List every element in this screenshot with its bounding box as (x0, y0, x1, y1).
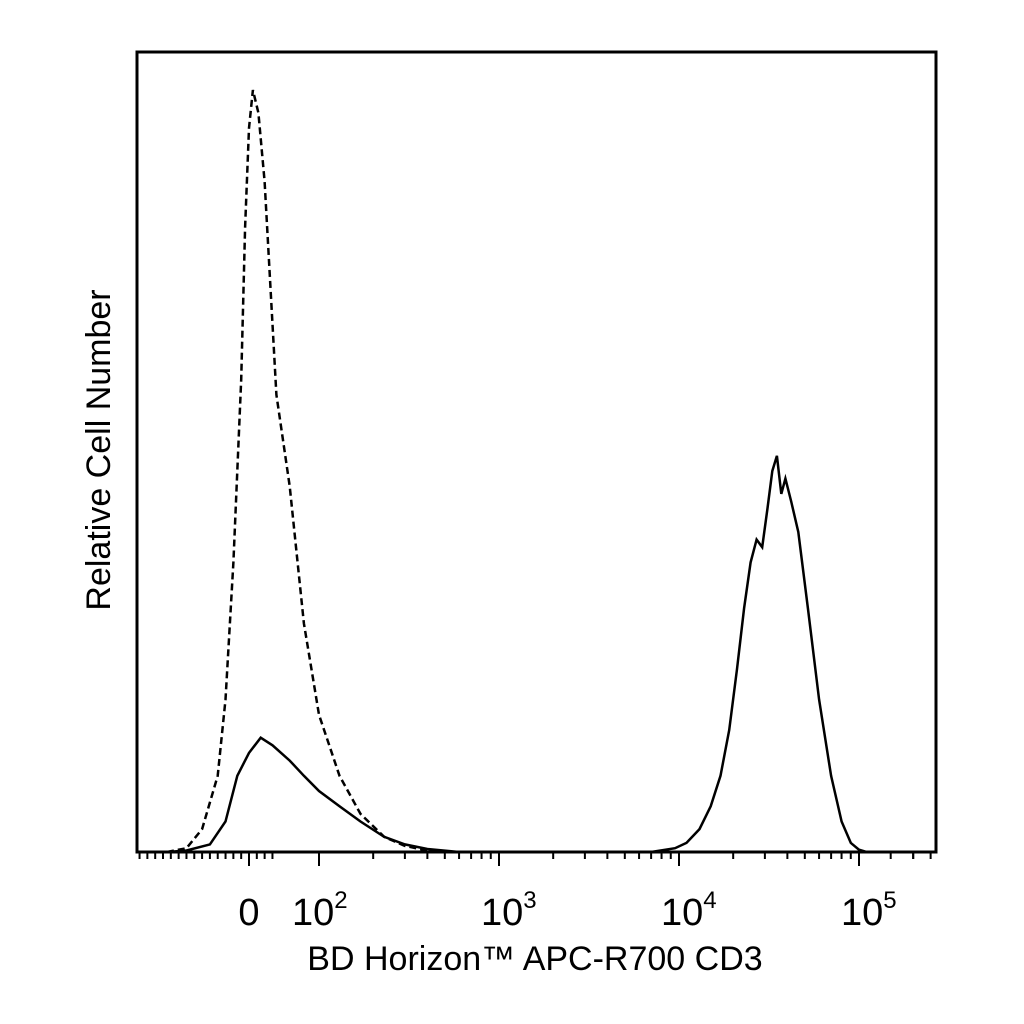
x-axis-label: BD Horizon™ APC-R700 CD3 (307, 940, 762, 978)
x-tick-label: 103 (481, 887, 537, 934)
x-axis-ticks (138, 852, 932, 866)
series-dashed-curve (166, 89, 876, 854)
plot-frame (135, 50, 938, 854)
x-axis-tick-labels: 0 102 103 104 105 (238, 887, 896, 934)
x-tick-label: 105 (841, 887, 897, 934)
series-layer (166, 89, 876, 854)
x-tick-label: 104 (661, 887, 717, 934)
y-axis-label: Relative Cell Number (80, 289, 118, 610)
series-solid-curve (166, 455, 867, 854)
x-tick-label: 102 (292, 887, 348, 934)
x-tick-label: 0 (238, 892, 259, 934)
